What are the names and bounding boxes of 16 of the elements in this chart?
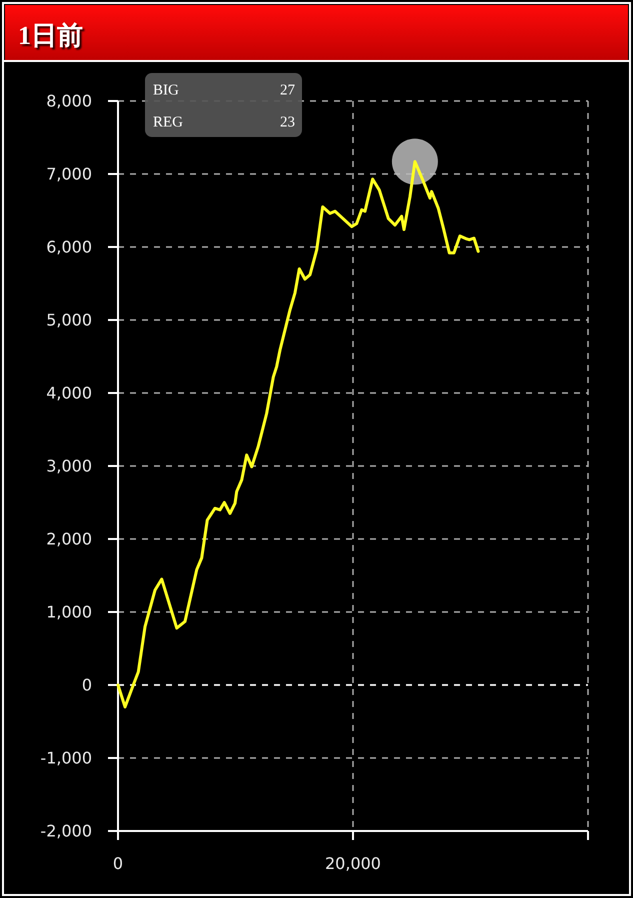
y-tick-label: 4,000 <box>46 384 92 403</box>
y-tick-label: 6,000 <box>46 238 92 257</box>
y-tick-label: 7,000 <box>46 164 92 184</box>
y-tick-label: 0 <box>82 676 92 695</box>
y-tick-label: -2,000 <box>40 822 92 841</box>
y-tick-label: 5,000 <box>46 310 92 330</box>
y-tick-label: 8,000 <box>46 92 92 111</box>
x-tick-label: 20,000 <box>325 854 381 873</box>
y-tick-label: 1,000 <box>46 602 92 622</box>
chart-title: 1日前 <box>18 21 83 50</box>
text: REG 23 <box>153 114 295 130</box>
text: BIG 27 <box>153 82 295 98</box>
y-tick-label: -1,000 <box>40 748 92 768</box>
y-tick-label: 3,000 <box>46 456 92 476</box>
line-series <box>116 160 480 708</box>
y-tick-label: 2,000 <box>46 530 92 549</box>
